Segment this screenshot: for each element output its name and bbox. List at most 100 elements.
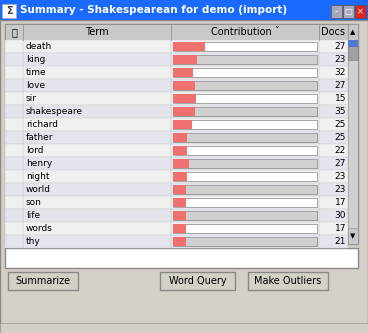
Bar bbox=[248, 272, 328, 290]
Bar bbox=[5, 24, 358, 40]
Text: death: death bbox=[26, 42, 52, 51]
Bar bbox=[173, 211, 317, 220]
Bar bbox=[5, 79, 348, 92]
Text: 35: 35 bbox=[335, 107, 346, 116]
Bar bbox=[5, 235, 348, 248]
Bar bbox=[348, 228, 358, 244]
Bar bbox=[173, 55, 317, 64]
Bar bbox=[173, 185, 317, 194]
Bar bbox=[5, 157, 348, 170]
Bar bbox=[173, 107, 317, 116]
Text: 17: 17 bbox=[335, 198, 346, 207]
Bar bbox=[173, 42, 205, 51]
Text: life: life bbox=[26, 211, 40, 220]
Bar bbox=[173, 68, 317, 77]
Text: Summarize: Summarize bbox=[15, 276, 71, 286]
Bar bbox=[5, 209, 348, 222]
Bar bbox=[173, 211, 186, 220]
Bar bbox=[173, 185, 317, 194]
Text: 23: 23 bbox=[335, 185, 346, 194]
Bar bbox=[5, 40, 348, 53]
Text: 32: 32 bbox=[335, 68, 346, 77]
Text: 30: 30 bbox=[335, 211, 346, 220]
Text: lord: lord bbox=[26, 146, 43, 155]
Bar bbox=[5, 105, 348, 118]
Bar bbox=[173, 107, 317, 116]
Bar bbox=[173, 133, 317, 142]
Bar bbox=[173, 133, 187, 142]
Bar bbox=[173, 237, 317, 246]
Bar bbox=[173, 237, 317, 246]
Text: Contribution ˇ: Contribution ˇ bbox=[210, 27, 279, 37]
Text: 21: 21 bbox=[335, 237, 346, 246]
Bar bbox=[173, 107, 195, 116]
Bar bbox=[173, 172, 187, 181]
Text: time: time bbox=[26, 68, 47, 77]
Text: 15: 15 bbox=[335, 94, 346, 103]
Text: ▼: ▼ bbox=[350, 233, 356, 239]
Bar bbox=[5, 196, 348, 209]
Text: 25: 25 bbox=[335, 133, 346, 142]
Bar bbox=[160, 272, 235, 290]
Bar bbox=[173, 55, 317, 64]
Bar bbox=[173, 94, 196, 103]
Bar bbox=[173, 198, 186, 207]
Bar bbox=[173, 159, 317, 168]
Text: 23: 23 bbox=[335, 172, 346, 181]
Bar bbox=[173, 120, 192, 129]
Text: 27: 27 bbox=[335, 42, 346, 51]
Bar bbox=[173, 55, 198, 64]
Text: father: father bbox=[26, 133, 53, 142]
Bar bbox=[173, 198, 317, 207]
Bar bbox=[5, 170, 348, 183]
Text: richard: richard bbox=[26, 120, 58, 129]
Text: 27: 27 bbox=[335, 159, 346, 168]
Text: shakespeare: shakespeare bbox=[26, 107, 83, 116]
Bar bbox=[5, 131, 348, 144]
Text: night: night bbox=[26, 172, 50, 181]
Text: love: love bbox=[26, 81, 45, 90]
Text: Σ: Σ bbox=[6, 6, 12, 16]
Bar bbox=[5, 66, 348, 79]
Bar bbox=[173, 55, 317, 64]
Text: thy: thy bbox=[26, 237, 41, 246]
Bar bbox=[2, 4, 16, 18]
Bar bbox=[331, 5, 342, 18]
Bar bbox=[8, 272, 78, 290]
Bar bbox=[173, 120, 317, 129]
Text: Docs: Docs bbox=[322, 27, 346, 37]
Bar bbox=[173, 211, 317, 220]
Bar bbox=[173, 159, 317, 168]
Bar bbox=[5, 24, 358, 244]
Bar bbox=[343, 5, 354, 18]
Text: son: son bbox=[26, 198, 42, 207]
Text: 17: 17 bbox=[335, 224, 346, 233]
Bar bbox=[173, 159, 189, 168]
Text: henry: henry bbox=[26, 159, 52, 168]
Bar bbox=[348, 24, 358, 40]
Text: Term: Term bbox=[85, 27, 109, 37]
Text: king: king bbox=[26, 55, 45, 64]
Bar bbox=[5, 183, 348, 196]
Bar bbox=[173, 42, 317, 51]
Bar bbox=[173, 159, 317, 168]
Bar bbox=[173, 224, 186, 233]
Text: world: world bbox=[26, 185, 51, 194]
Text: 23: 23 bbox=[335, 55, 346, 64]
Bar bbox=[173, 107, 317, 116]
Bar bbox=[5, 222, 348, 235]
Bar bbox=[348, 40, 358, 47]
Bar bbox=[173, 133, 317, 142]
Bar bbox=[5, 248, 358, 268]
Bar bbox=[173, 94, 317, 103]
Bar bbox=[173, 146, 187, 155]
Text: 22: 22 bbox=[335, 146, 346, 155]
Text: -: - bbox=[335, 7, 338, 16]
Bar bbox=[173, 133, 317, 142]
Text: 🔍: 🔍 bbox=[11, 27, 17, 37]
Text: □: □ bbox=[344, 7, 353, 16]
Bar bbox=[5, 144, 348, 157]
Bar bbox=[173, 81, 317, 90]
Bar bbox=[173, 81, 195, 90]
Bar bbox=[0, 323, 368, 333]
